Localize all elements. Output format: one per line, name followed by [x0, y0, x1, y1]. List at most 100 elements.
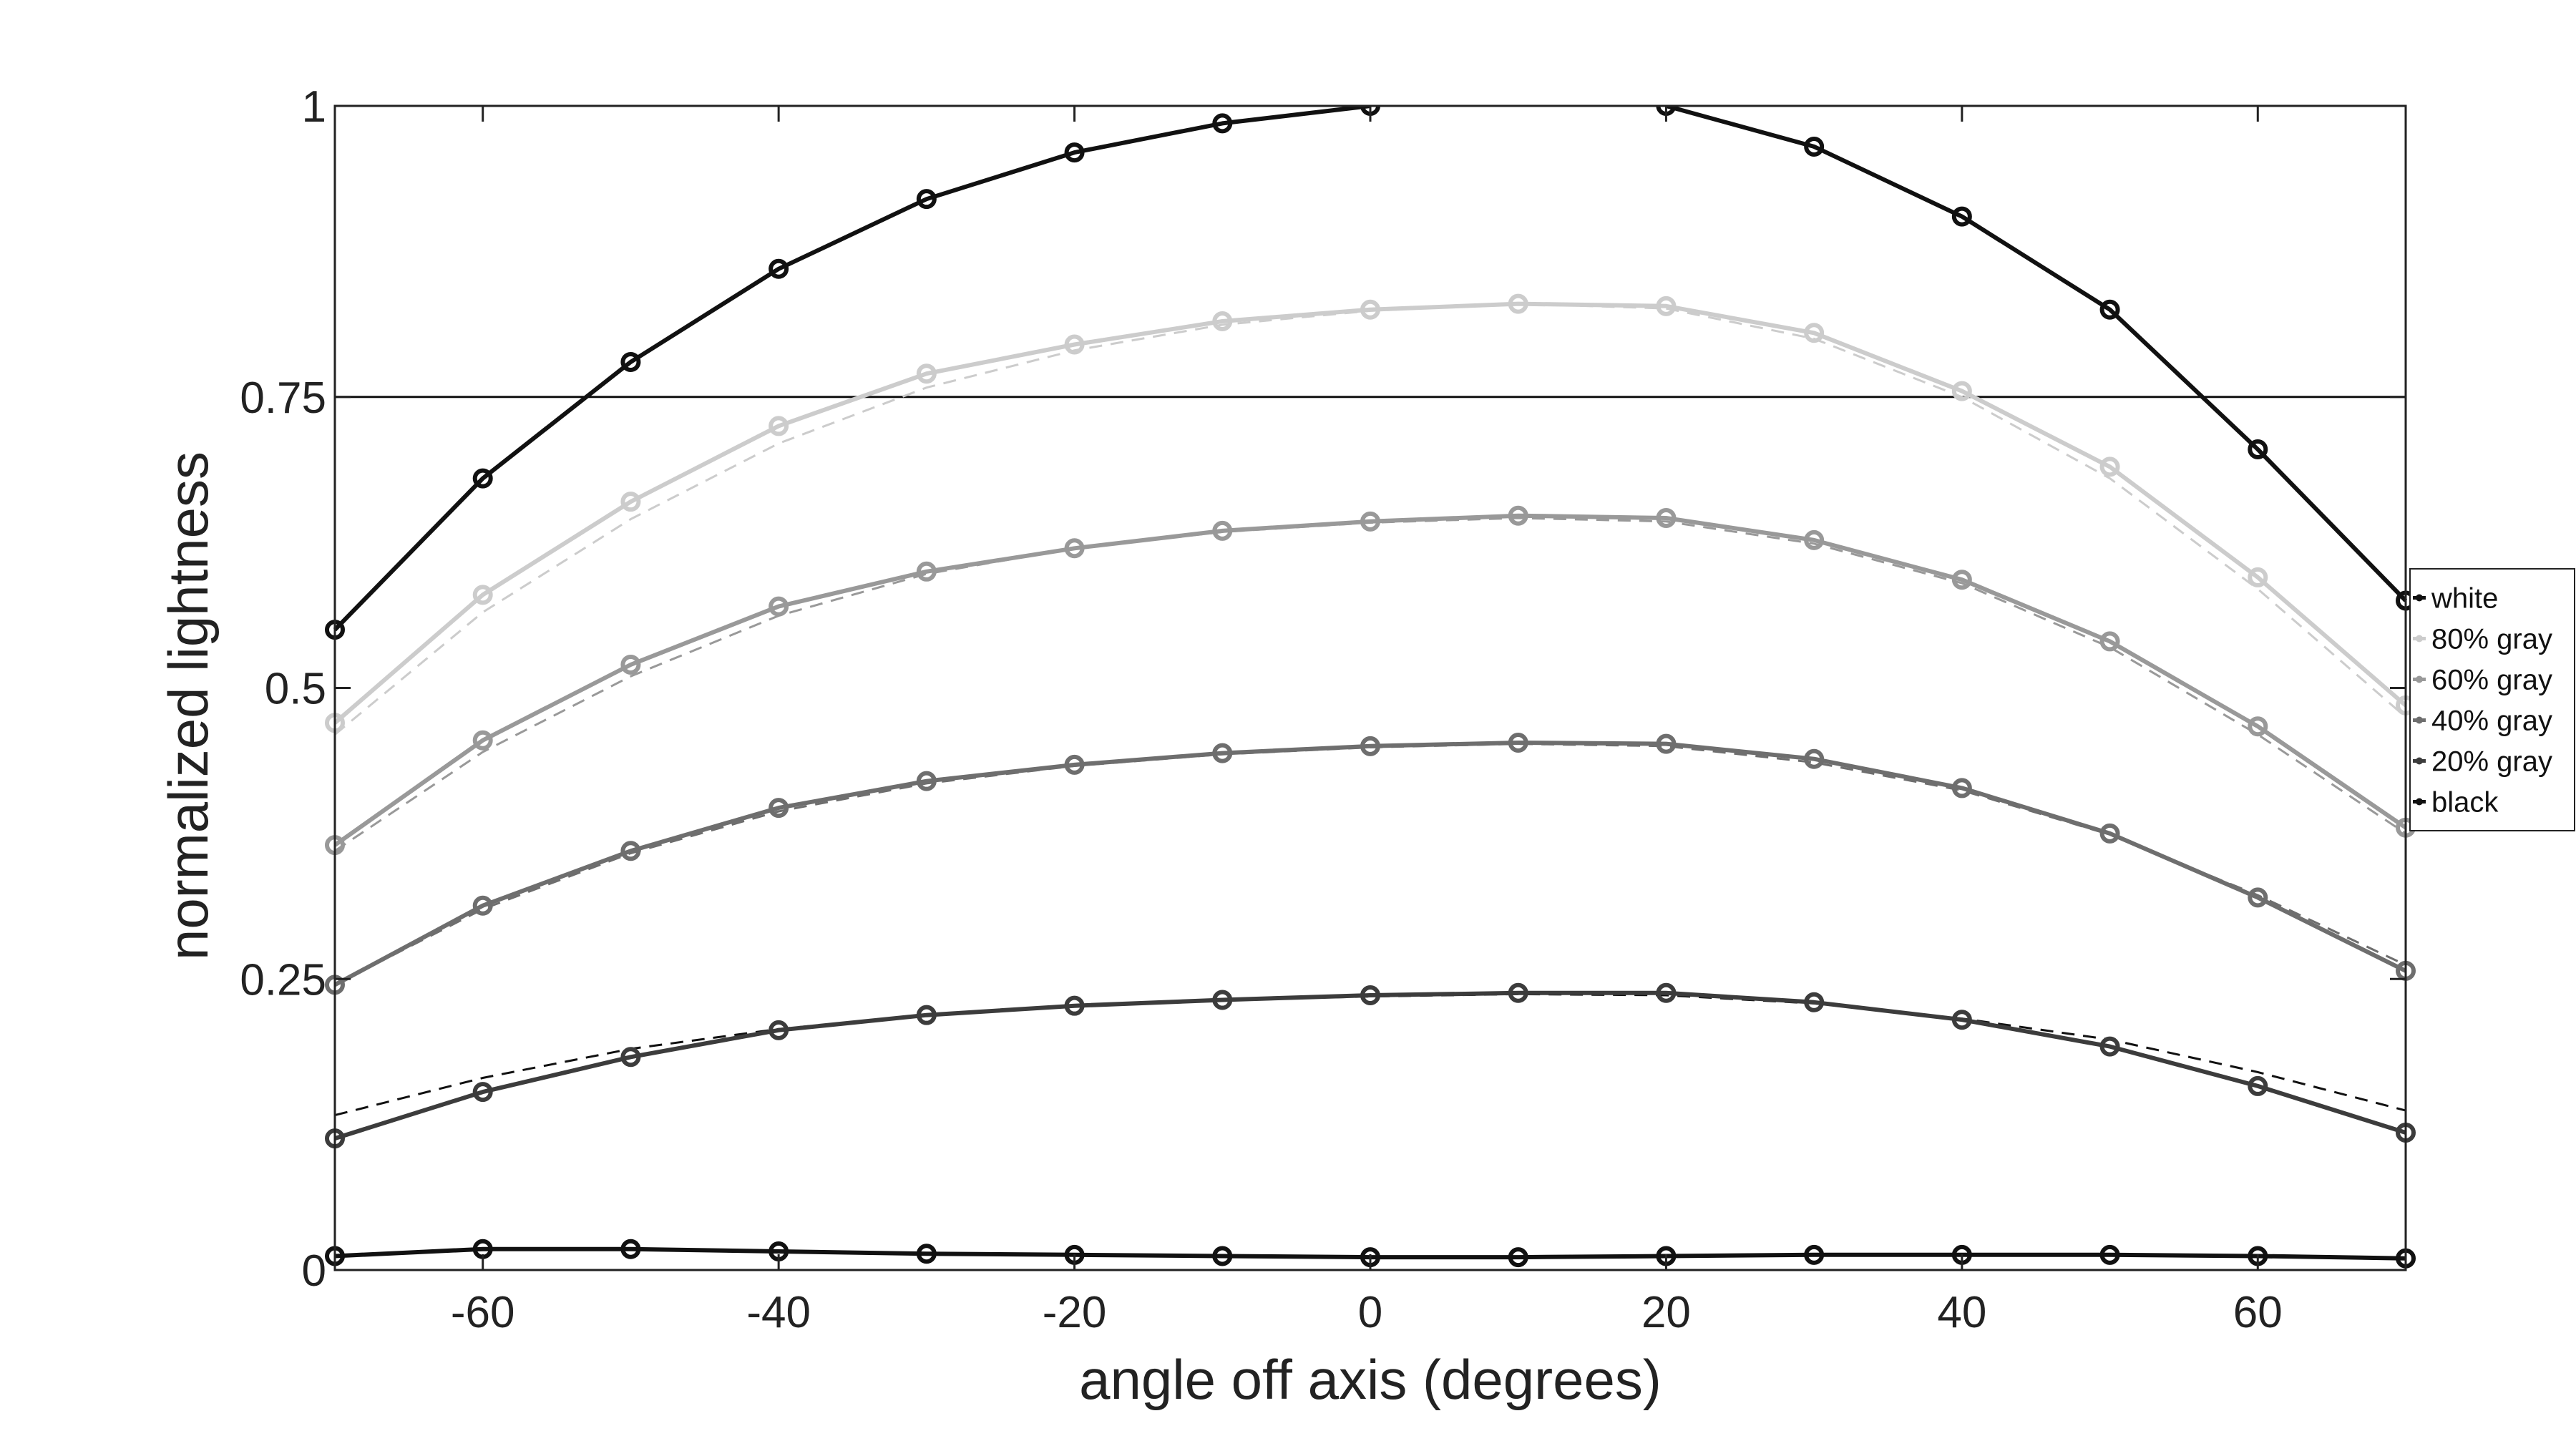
data-point [1212, 113, 1233, 134]
reference-curve [334, 743, 2406, 986]
data-point [1951, 778, 1972, 798]
data-point [1212, 1246, 1233, 1266]
data-point [620, 492, 641, 512]
data-point [1804, 323, 1825, 343]
y-tick-label: 0.25 [240, 955, 326, 1005]
data-point [2248, 439, 2268, 459]
data-point [1804, 136, 1825, 157]
data-point [2099, 631, 2120, 652]
data-point [2099, 1244, 2120, 1265]
data-point [2099, 299, 2120, 320]
data-point [916, 1244, 937, 1264]
data-point [1360, 299, 1380, 320]
data-point [916, 561, 937, 582]
series-line [333, 741, 2407, 987]
data-point [769, 596, 789, 617]
data-point [1951, 381, 1972, 401]
x-tick-label: 0 [1358, 1288, 1382, 1337]
legend: white 80% gray 60% gray 40% gray 20% gray bla… [2409, 568, 2575, 831]
data-point [1656, 982, 1677, 1003]
data-point [1360, 736, 1380, 756]
data-point [1064, 995, 1085, 1016]
data-point [2248, 567, 2268, 587]
y-tick-label: 0.5 [265, 665, 326, 714]
data-point [916, 771, 937, 791]
data-point [1508, 732, 1528, 753]
data-point [2248, 716, 2268, 737]
data-point [1951, 570, 1972, 590]
plot-area [325, 106, 2416, 1269]
axes-frame [333, 104, 2407, 1271]
y-tick-label: 1 [302, 82, 326, 132]
legend-label: 40% gray [2431, 705, 2552, 737]
legend-swatch-marker [2416, 798, 2423, 806]
data-point [1804, 1244, 1825, 1265]
data-point [769, 416, 789, 436]
legend-label: white [2431, 583, 2498, 615]
series-line [334, 990, 2406, 1141]
reference-curve [334, 992, 2406, 1117]
series-60-gray [325, 505, 2416, 856]
data-point [1656, 507, 1677, 528]
x-tick-label: -40 [746, 1288, 811, 1337]
data-point [769, 258, 789, 279]
series-white [325, 106, 2416, 640]
x-tick-label: 20 [1641, 1288, 1691, 1337]
series-line [333, 513, 2407, 847]
y-axis-label: normalized lightness [157, 451, 220, 960]
y-tick-label: 0.75 [240, 373, 326, 423]
x-axis: -60 -40 -20 0 20 40 60 [451, 106, 2283, 1337]
data-point [620, 1047, 641, 1068]
data-point [1951, 1010, 1972, 1030]
data-point [1804, 529, 1825, 550]
x-tick-label: -20 [1043, 1288, 1107, 1337]
x-tick-label: 40 [1937, 1288, 1986, 1337]
data-point [2248, 1075, 2268, 1096]
series-40-gray [325, 732, 2416, 995]
data-point [1212, 990, 1233, 1010]
data-point [1360, 511, 1380, 532]
reference-curve [334, 517, 2406, 852]
data-point [2099, 456, 2120, 477]
data-point [1064, 142, 1085, 163]
data-point [472, 730, 493, 751]
data-point [1212, 311, 1233, 331]
legend-swatch-marker [2416, 675, 2423, 683]
legend-swatch-marker [2416, 757, 2423, 765]
data-point [1804, 748, 1825, 769]
data-point [620, 654, 641, 675]
data-point [769, 798, 789, 819]
data-point [2099, 823, 2120, 844]
x-axis-label: angle off axis (degrees) [1079, 1348, 1662, 1411]
legend-swatch-marker [2416, 716, 2423, 724]
data-point [1064, 754, 1085, 775]
legend-label: black [2431, 787, 2499, 819]
data-point [769, 1020, 789, 1040]
data-point [916, 1005, 937, 1025]
data-point [620, 351, 641, 372]
legend-label: 80% gray [2431, 624, 2552, 655]
data-point [1064, 538, 1085, 559]
data-point [1064, 334, 1085, 355]
series-20-gray [325, 982, 2416, 1149]
series-line [333, 301, 2407, 725]
data-point [1508, 982, 1528, 1003]
y-tick-label: 0 [302, 1246, 326, 1296]
series-line [333, 106, 2408, 632]
x-tick-label: -60 [451, 1288, 515, 1337]
legend-swatch-marker [2416, 594, 2423, 602]
legend-box [2409, 568, 2575, 831]
x-tick-label: 60 [2233, 1288, 2283, 1337]
data-point [1212, 520, 1233, 541]
data-point [1656, 733, 1677, 754]
data-point [1212, 743, 1233, 763]
data-point [1508, 1247, 1528, 1268]
data-point [620, 841, 641, 861]
data-point [1508, 505, 1528, 526]
data-point [472, 1082, 493, 1103]
reference-curve [334, 303, 2406, 736]
y-axis: 0 0.25 0.5 0.75 1 [240, 82, 2406, 1296]
data-point [1951, 206, 1972, 227]
legend-label: 60% gray [2431, 665, 2552, 696]
